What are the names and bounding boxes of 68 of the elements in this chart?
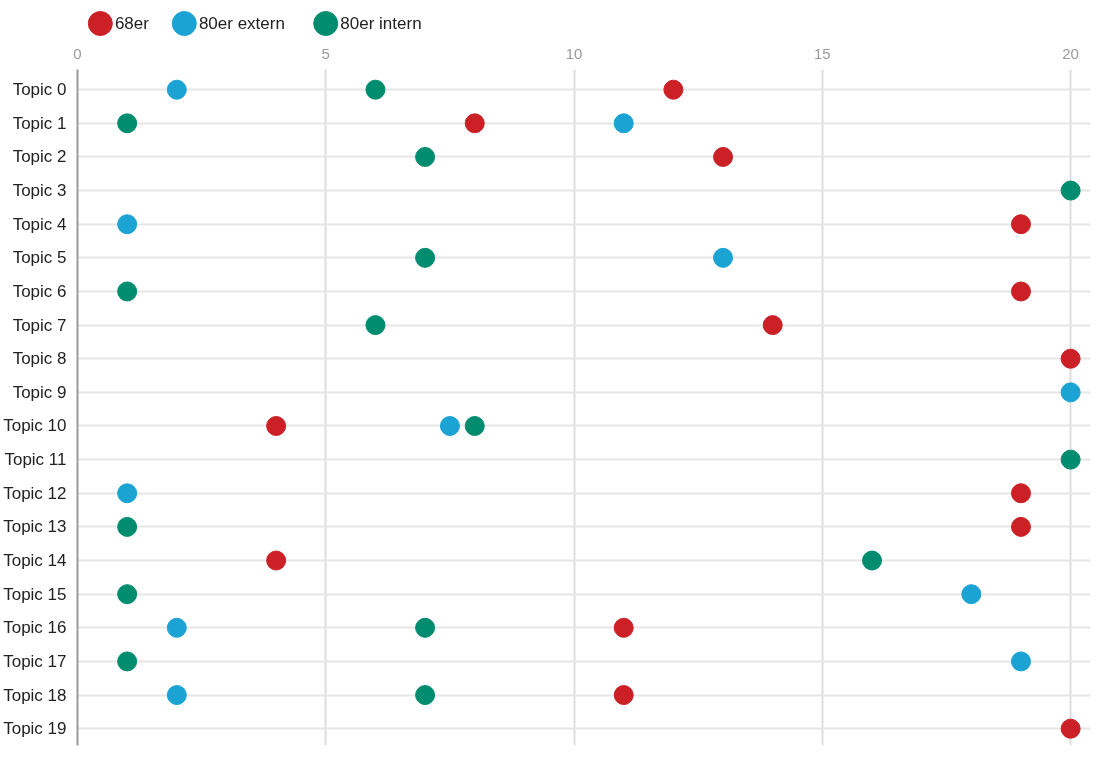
- point: [266, 416, 287, 436]
- y-tick-label: Topic 15: [3, 584, 67, 604]
- point: [1010, 651, 1031, 672]
- y-tick-label: Topic 13: [3, 517, 67, 537]
- point: [117, 584, 138, 605]
- y-tick-label: Topic 5: [12, 248, 67, 268]
- point: [117, 281, 138, 302]
- point: [439, 416, 460, 436]
- point: [862, 550, 883, 571]
- y-tick-label: Topic 11: [4, 450, 67, 470]
- y-tick-label: Topic 16: [3, 618, 67, 638]
- x-tick-label: 20: [1062, 44, 1079, 62]
- point: [1010, 483, 1031, 504]
- point: [1060, 180, 1081, 201]
- point: [166, 685, 187, 706]
- x-tick-label: 5: [321, 44, 330, 62]
- point: [415, 685, 436, 706]
- legend-label: 80er intern: [340, 14, 422, 33]
- point: [117, 651, 138, 672]
- point: [713, 247, 734, 268]
- point: [713, 146, 734, 167]
- y-tick-label: Topic 0: [12, 80, 67, 100]
- point: [1060, 382, 1081, 403]
- point: [464, 416, 485, 436]
- point: [613, 685, 634, 706]
- point: [365, 79, 386, 100]
- point: [1060, 348, 1081, 369]
- point: [117, 113, 138, 134]
- point: [1010, 516, 1031, 537]
- y-tick-label: Topic 19: [3, 719, 67, 739]
- point: [365, 315, 386, 336]
- point: [117, 214, 138, 235]
- y-tick-label: Topic 3: [12, 181, 67, 201]
- y-tick-label: Topic 6: [12, 281, 67, 301]
- point: [762, 315, 783, 336]
- y-tick-label: Topic 8: [12, 349, 67, 369]
- y-tick-label: Topic 17: [3, 651, 67, 671]
- y-tick-label: Topic 1: [12, 113, 67, 133]
- point: [961, 584, 982, 605]
- point: [1010, 281, 1031, 302]
- point: [166, 79, 187, 100]
- y-tick-label: Topic 18: [3, 685, 67, 705]
- x-tick-label: 0: [73, 44, 82, 62]
- point: [1010, 214, 1031, 235]
- point: [117, 516, 138, 537]
- y-tick-label: Topic 4: [12, 214, 67, 234]
- point: [266, 550, 287, 571]
- point: [1060, 718, 1081, 739]
- point: [415, 617, 436, 638]
- point: [415, 146, 436, 167]
- x-tick-label: 15: [814, 44, 831, 62]
- point: [464, 113, 485, 134]
- y-tick-label: Topic 2: [12, 147, 67, 167]
- y-tick-label: Topic 9: [12, 382, 67, 402]
- legend-label: 80er extern: [198, 14, 285, 33]
- y-tick-label: Topic 12: [3, 483, 67, 503]
- point: [613, 617, 634, 638]
- x-tick-label: 10: [565, 44, 583, 62]
- point: [117, 483, 138, 504]
- point: [415, 247, 436, 268]
- point: [663, 79, 684, 100]
- legend-label: 68er: [114, 14, 150, 33]
- y-tick-label: Topic 14: [3, 551, 67, 571]
- point: [1060, 449, 1081, 470]
- point: [166, 617, 187, 638]
- point: [613, 113, 634, 134]
- y-tick-label: Topic 10: [3, 416, 67, 436]
- y-tick-label: Topic 7: [12, 315, 67, 335]
